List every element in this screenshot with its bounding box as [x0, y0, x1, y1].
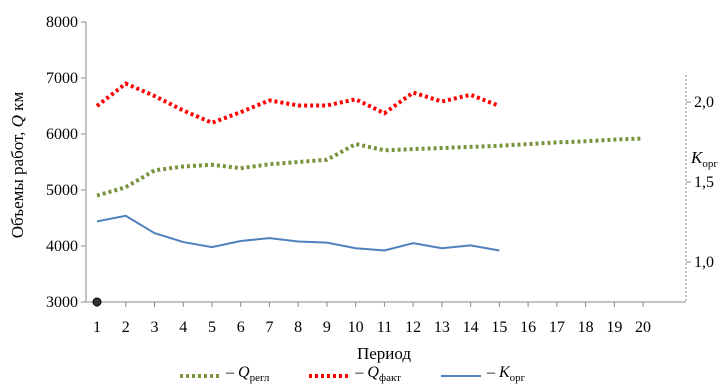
x-tick-label: 2	[122, 319, 130, 336]
x-tick-label: 1	[93, 319, 101, 336]
legend-label: – Kорг	[486, 364, 526, 385]
x-tick-label: 12	[405, 319, 421, 336]
legend-item-1: – Qрегл	[180, 364, 269, 384]
legend-swatch	[440, 375, 481, 378]
x-tick-label: 8	[294, 319, 302, 336]
origin-marker	[92, 297, 102, 307]
x-tick-label: 16	[520, 319, 536, 336]
legend-swatch	[309, 374, 350, 379]
y-label-text: Объемы работ,	[8, 127, 27, 238]
x-tick-label: 3	[150, 319, 158, 336]
x-tick-label: 15	[491, 319, 507, 336]
series-layer	[92, 81, 644, 307]
legend-item-2: – Qфакт	[309, 364, 401, 384]
y2-label-symbol: K	[690, 148, 704, 167]
x-tick-label: 18	[578, 319, 594, 336]
legend-label: – Qфакт	[355, 364, 401, 385]
x-tick-label: 5	[208, 319, 216, 336]
y-tick-label: 6000	[46, 126, 78, 143]
legend-swatch	[180, 374, 220, 379]
y-label-symbol: Q	[8, 115, 27, 127]
y-axis-label: Объемы работ, Q км	[8, 92, 27, 239]
x-tick-label: 9	[323, 319, 331, 336]
x-tick-label: 10	[348, 319, 364, 336]
x-tick-label: 11	[377, 319, 392, 336]
y-tick-label: 8000	[46, 14, 78, 31]
x-tick-label: 13	[434, 319, 450, 336]
series-line-3	[96, 214, 500, 252]
series-line-1	[96, 136, 644, 198]
x-tick-label: 6	[237, 319, 245, 336]
x-tick-label: 17	[549, 319, 565, 336]
x-tick-label: 20	[635, 319, 651, 336]
x-tick-label: 4	[179, 319, 187, 336]
y2-tick-label: 2,0	[694, 94, 714, 111]
x-tick-label: 7	[265, 319, 273, 336]
y-tick-label: 5000	[46, 182, 78, 199]
y2-label-sub: орг	[702, 158, 718, 170]
series-line-2	[95, 81, 501, 125]
y2-tick-label: 1,0	[694, 254, 714, 271]
y-tick-label: 3000	[46, 294, 78, 311]
x-axis-label: Период	[357, 344, 411, 363]
legend-item-3: – Kорг	[440, 364, 526, 385]
legend: – Qрегл – Qфакт – Kорг	[180, 364, 525, 384]
x-tick-label: 14	[463, 319, 479, 336]
legend-label: – Qрегл	[226, 364, 270, 385]
y2-tick-label: 1,5	[694, 174, 714, 191]
y2-axis-label: Kорг	[690, 148, 718, 170]
y-label-unit: км	[8, 92, 27, 116]
y-tick-label: 7000	[46, 70, 78, 87]
y-tick-label: 4000	[46, 238, 78, 255]
x-tick-label: 19	[606, 319, 622, 336]
